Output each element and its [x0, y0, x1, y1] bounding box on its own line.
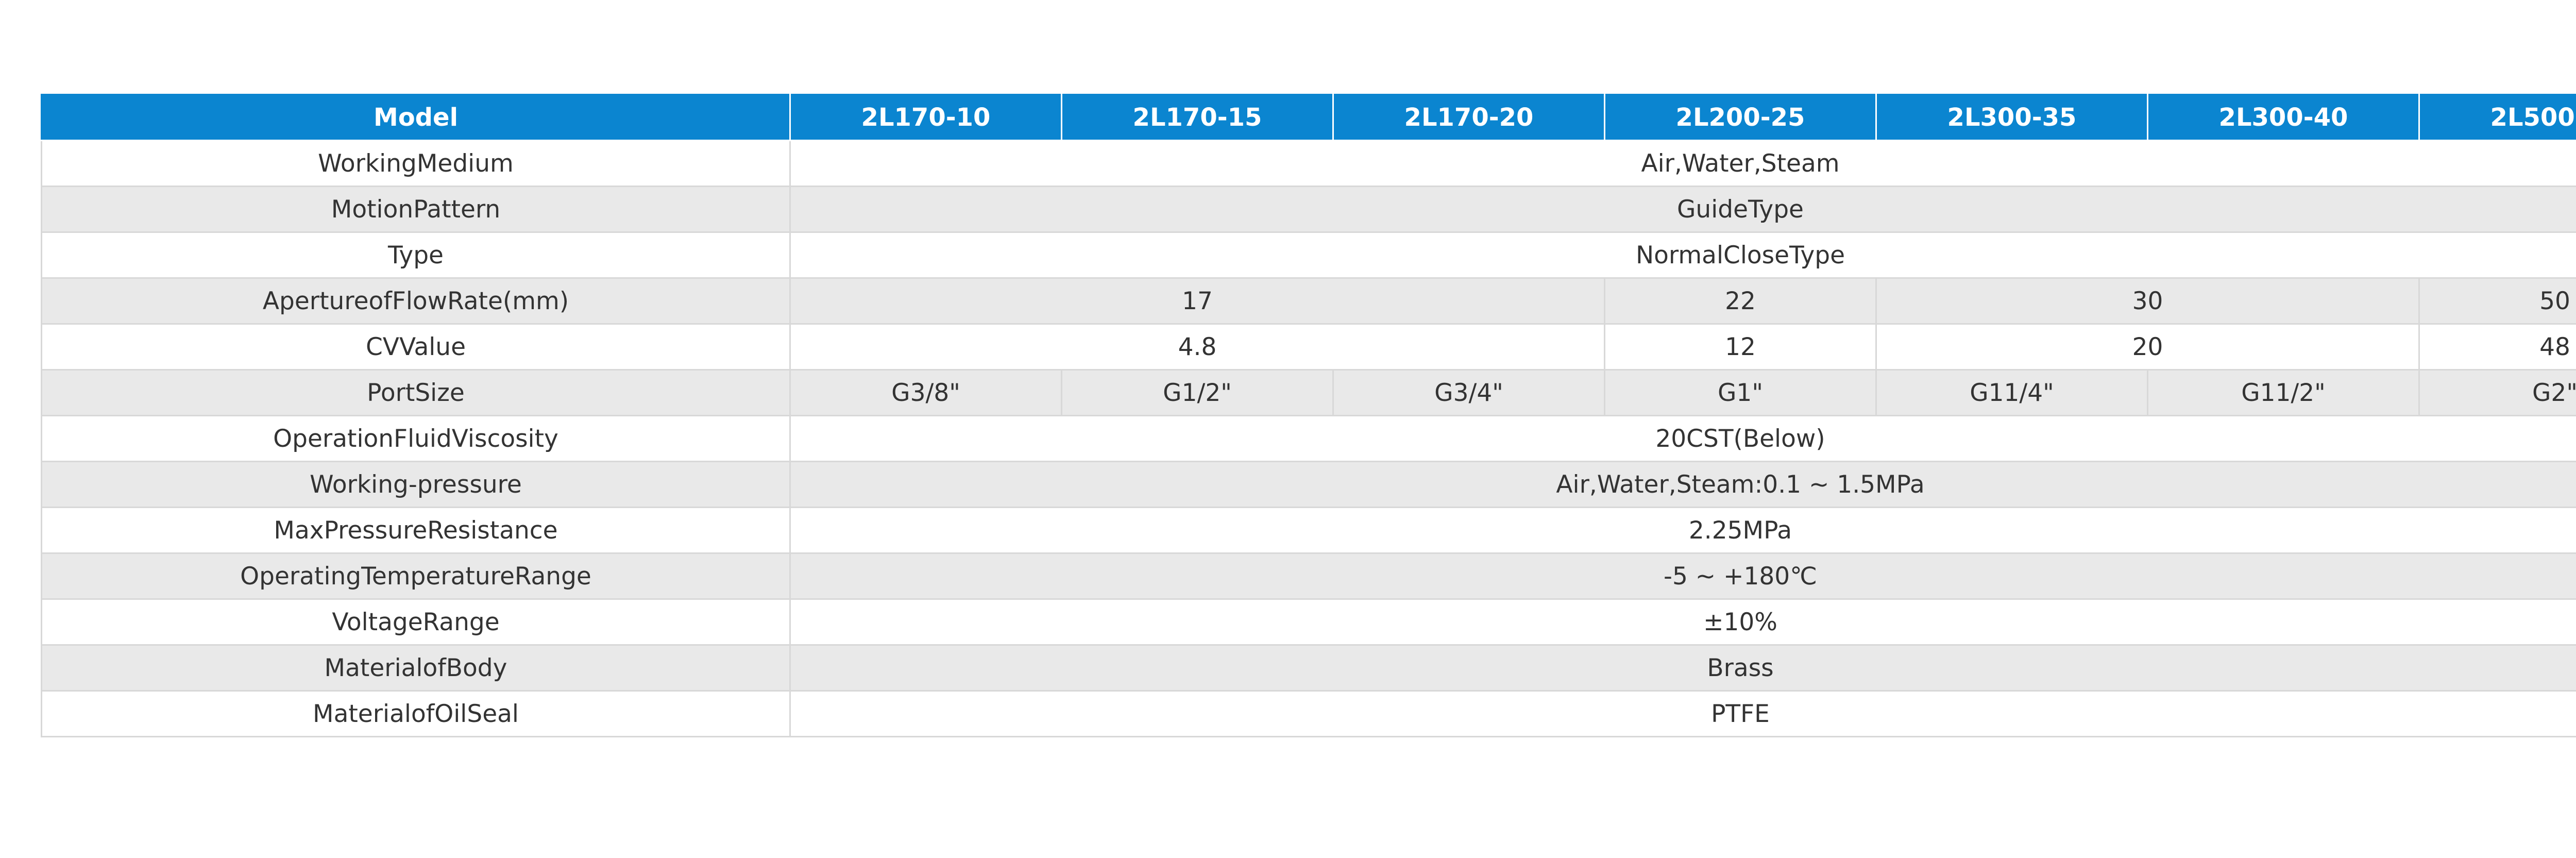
table-row: PortSize G3/8" G1/2" G3/4" G1" G11/4" G11/2" G2…: [41, 369, 2576, 416]
row-value: 17: [789, 277, 1605, 325]
row-value: G1/2": [1061, 369, 1334, 416]
row-value: 30: [1875, 277, 2420, 325]
row-value: G3/4": [1332, 369, 1605, 416]
row-value: 48: [2418, 323, 2576, 371]
table-row: Working-pressure Air,Water,Steam:0.1 ~ 1.…: [41, 461, 2576, 508]
table-row: OperatingTemperatureRange -5 ~ +180℃: [41, 552, 2576, 600]
row-value: 20CST(Below): [789, 415, 2576, 462]
row-label: MaterialofBody: [41, 644, 791, 692]
table-row: ApertureofFlowRate(mm) 17 22 30 50: [41, 277, 2576, 325]
row-value: PTFE: [789, 690, 2576, 737]
table-row: MotionPattern GuideType: [41, 186, 2576, 233]
row-value: Air,Water,Steam:0.1 ~ 1.5MPa: [789, 461, 2576, 508]
row-value: G2": [2418, 369, 2576, 416]
row-label: OperatingTemperatureRange: [41, 552, 791, 600]
specification-table: Model 2L170-10 2L170-15 2L170-20 2L200-25 2L…: [41, 94, 2576, 737]
row-value: G11/2": [2147, 369, 2420, 416]
row-value: G1": [1604, 369, 1877, 416]
row-label: Type: [41, 231, 791, 279]
row-value: -5 ~ +180℃: [789, 552, 2576, 600]
row-value: 12: [1604, 323, 1877, 371]
table-row: MaterialofOilSeal PTFE: [41, 690, 2576, 737]
row-value: 22: [1604, 277, 1877, 325]
row-label: VoltageRange: [41, 598, 791, 646]
header-cell-model-6: 2L300-40: [2147, 94, 2420, 141]
table-row: MaxPressureResistance 2.25MPa: [41, 507, 2576, 554]
row-value: Brass: [789, 644, 2576, 692]
row-value: 50: [2418, 277, 2576, 325]
row-value: GuideType: [789, 186, 2576, 233]
row-value: G11/4": [1875, 369, 2148, 416]
table-header: Model 2L170-10 2L170-15 2L170-20 2L200-25 2L…: [41, 94, 2576, 141]
table-row: CVValue 4.8 12 20 48: [41, 323, 2576, 371]
header-cell-model-3: 2L170-20: [1332, 94, 1605, 141]
table-row: Type NormalCloseType: [41, 231, 2576, 279]
row-label: PortSize: [41, 369, 791, 416]
header-cell-model-1: 2L170-10: [789, 94, 1062, 141]
table-row: MaterialofBody Brass: [41, 644, 2576, 692]
row-label: CVValue: [41, 323, 791, 371]
row-label: Working-pressure: [41, 461, 791, 508]
row-value: NormalCloseType: [789, 231, 2576, 279]
row-value: 20: [1875, 323, 2420, 371]
row-label: MotionPattern: [41, 186, 791, 233]
table-row: VoltageRange ±10%: [41, 598, 2576, 646]
row-label: MaxPressureResistance: [41, 507, 791, 554]
table-row: WorkingMedium Air,Water,Steam: [41, 140, 2576, 187]
row-value: Air,Water,Steam: [789, 140, 2576, 187]
table-row: OperationFluidViscosity 20CST(Below): [41, 415, 2576, 462]
header-cell-model-4: 2L200-25: [1604, 94, 1877, 141]
table-body: WorkingMedium Air,Water,Steam MotionPatter…: [41, 140, 2576, 737]
header-row: Model 2L170-10 2L170-15 2L170-20 2L200-25 2L…: [41, 94, 2576, 141]
row-value: 2.25MPa: [789, 507, 2576, 554]
row-label: WorkingMedium: [41, 140, 791, 187]
row-value: G3/8": [789, 369, 1062, 416]
row-value: 4.8: [789, 323, 1605, 371]
row-label: ApertureofFlowRate(mm): [41, 277, 791, 325]
row-label: MaterialofOilSeal: [41, 690, 791, 737]
header-cell-model: Model: [41, 94, 791, 141]
header-cell-model-7: 2L500-50: [2418, 94, 2576, 141]
row-value: ±10%: [789, 598, 2576, 646]
header-cell-model-2: 2L170-15: [1061, 94, 1334, 141]
spec-table-container: Model 2L170-10 2L170-15 2L170-20 2L200-25 2L…: [41, 94, 2576, 737]
row-label: OperationFluidViscosity: [41, 415, 791, 462]
header-cell-model-5: 2L300-35: [1875, 94, 2148, 141]
